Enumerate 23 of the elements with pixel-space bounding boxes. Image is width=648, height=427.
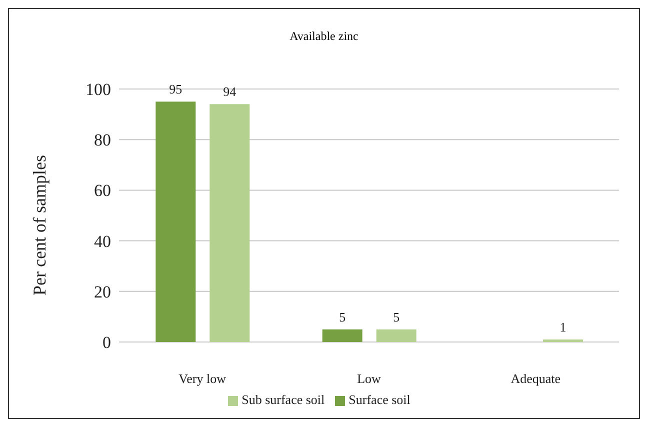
legend-label: Sub surface soil [242, 392, 325, 407]
y-tick-label: 80 [94, 130, 111, 150]
legend-label: Surface soil [348, 392, 410, 407]
data-label: 95 [169, 82, 182, 97]
bar [376, 329, 416, 342]
data-label: 5 [339, 309, 346, 324]
x-tick-label: Low [357, 371, 382, 386]
x-tick-label: Very low [178, 371, 227, 386]
data-label: 5 [393, 309, 400, 324]
bar [543, 339, 583, 342]
data-label: 94 [223, 84, 237, 100]
chart-title: Available zinc [288, 29, 360, 44]
y-tick-label: 0 [102, 333, 111, 352]
y-tick-label: 60 [94, 181, 111, 200]
bar [210, 104, 250, 342]
bar [156, 102, 196, 342]
bar [322, 329, 362, 342]
y-tick-label: 20 [94, 282, 111, 302]
y-axis-title: Per cent of samples [29, 155, 50, 296]
data-label: 1 [560, 319, 566, 334]
x-tick-label: Adequate [510, 371, 561, 386]
y-tick-label: 40 [94, 232, 111, 251]
y-tick-label: 100 [86, 80, 111, 100]
